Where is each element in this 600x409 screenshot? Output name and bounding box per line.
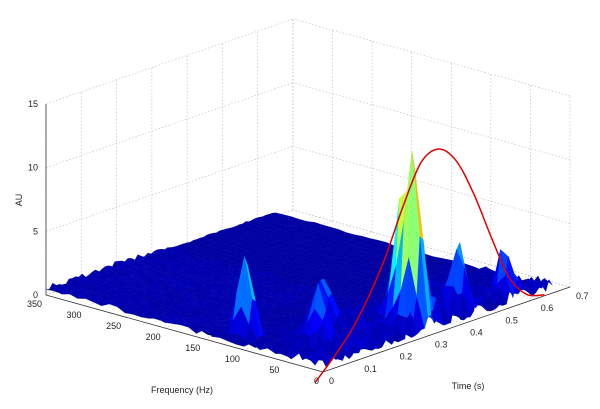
y-axis-label: Time (s) (452, 381, 485, 391)
time-tick-label: 0.3 (435, 340, 448, 350)
freq-tick-label: 0 (314, 376, 319, 386)
freq-tick-label: 150 (185, 343, 200, 353)
freq-tick-label: 200 (146, 332, 161, 342)
time-tick-label: 0.2 (400, 352, 413, 362)
freq-tick-label: 100 (225, 354, 240, 364)
freq-tick-label: 350 (27, 299, 42, 309)
freq-tick-label: 250 (106, 321, 121, 331)
z-tick-label: 5 (33, 226, 38, 236)
time-tick-label: 0 (329, 376, 334, 386)
freq-tick-label: 50 (269, 365, 279, 375)
freq-tick-label: 300 (67, 310, 82, 320)
time-tick-label: 0.4 (470, 327, 483, 337)
x-axis-label: Frequency (Hz) (151, 385, 213, 395)
time-tick-label: 0.7 (576, 291, 589, 301)
z-tick-label: 15 (28, 99, 38, 109)
z-axis-label: AU (14, 194, 24, 207)
time-tick-label: 0.5 (505, 315, 518, 325)
time-tick-label: 0.6 (541, 303, 554, 313)
z-tick-label: 10 (28, 163, 38, 173)
time-tick-label: 0.1 (364, 364, 377, 374)
